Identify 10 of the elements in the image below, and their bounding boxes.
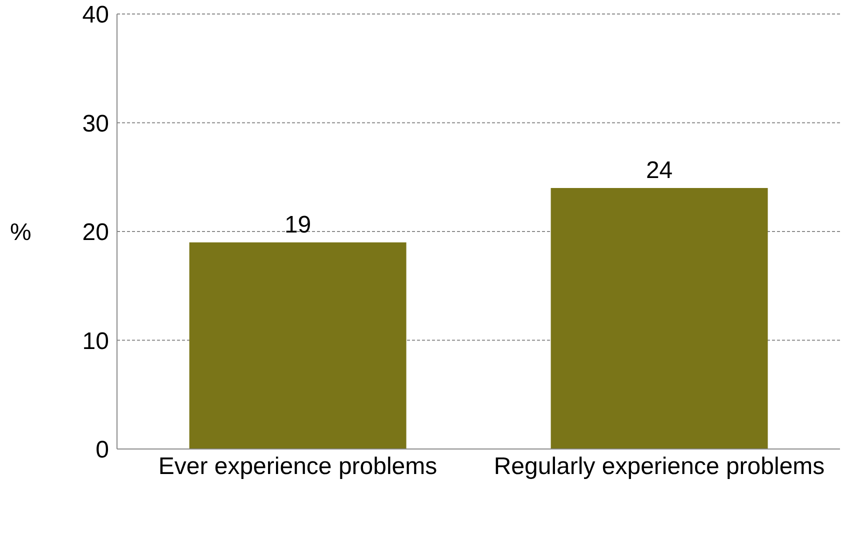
y-tick-label: 0 bbox=[96, 436, 109, 464]
y-tick-label: 10 bbox=[82, 328, 109, 355]
y-tick-label: 30 bbox=[82, 110, 109, 138]
y-tick-label: 40 bbox=[82, 2, 109, 29]
y-tick-label: 20 bbox=[82, 219, 109, 246]
y-axis-title: % bbox=[10, 219, 32, 246]
x-tick-label: Ever experience problems bbox=[158, 453, 438, 480]
data-label: 19 bbox=[284, 211, 312, 238]
x-tick-label: Regularly experience problems bbox=[494, 453, 825, 480]
data-label: 24 bbox=[646, 157, 673, 184]
